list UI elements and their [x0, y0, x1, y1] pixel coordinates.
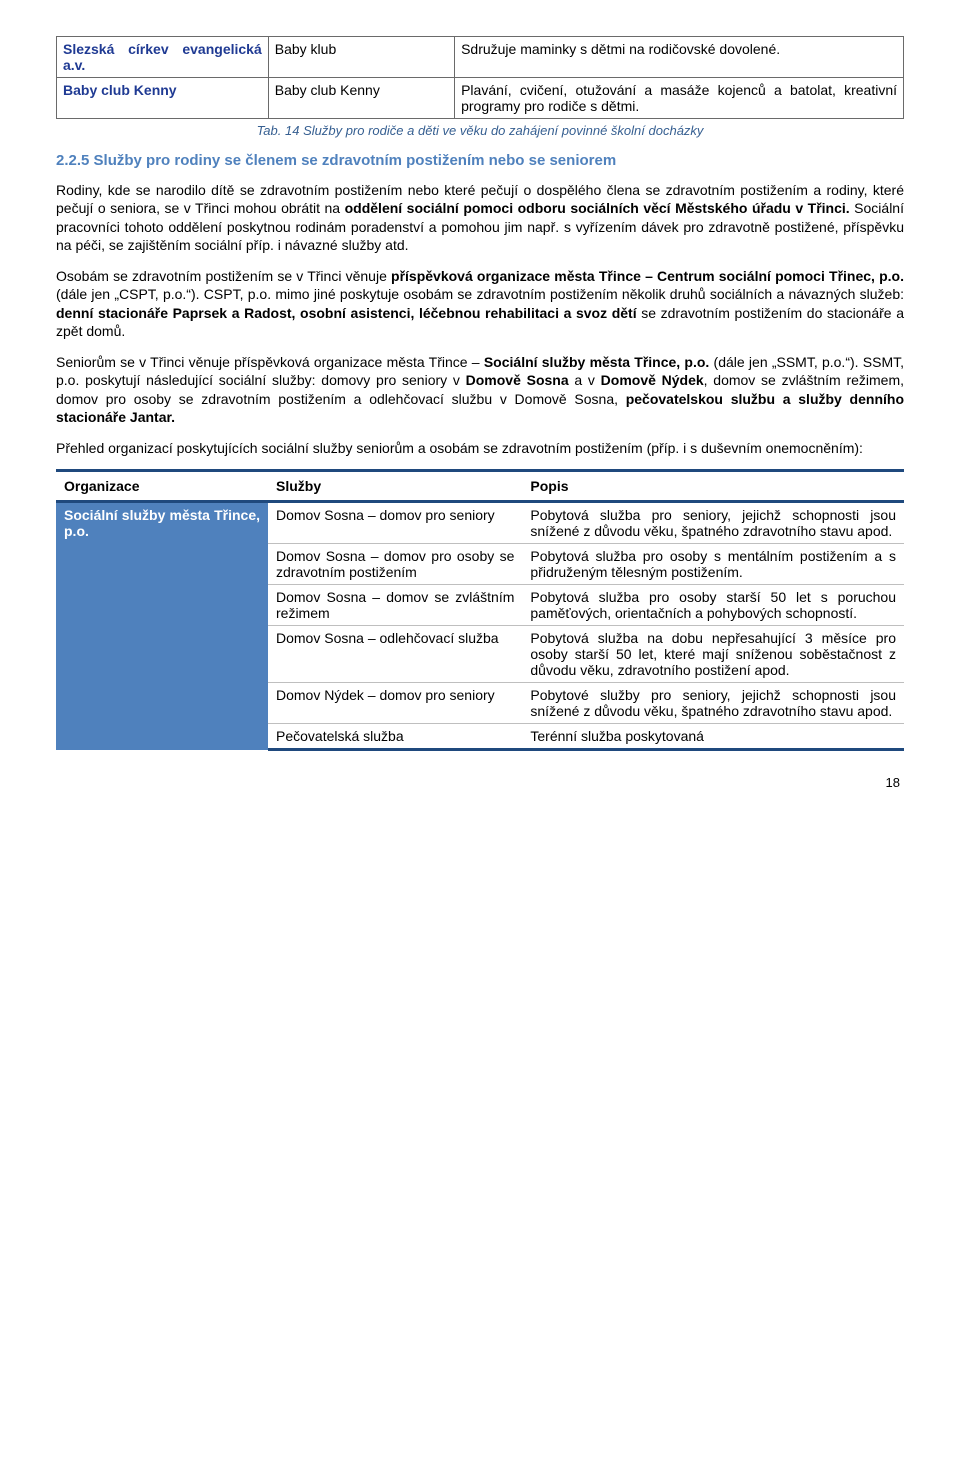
desc-cell: Pobytová služba na dobu nepřesahující 3 … — [522, 626, 904, 683]
service-cell: Domov Sosna – domov pro osoby se zdravot… — [268, 544, 522, 585]
service-cell: Domov Nýdek – domov pro seniory — [268, 683, 522, 724]
paragraph-2: Osobám se zdravotním postižením se v Tři… — [56, 267, 904, 341]
desc-cell: Sdružuje maminky s dětmi na rodičovské d… — [455, 37, 904, 78]
desc-cell: Plavání, cvičení, otužování a masáže koj… — [455, 78, 904, 119]
service-cell: Pečovatelská služba — [268, 724, 522, 750]
organizations-table: Organizace Služby Popis Sociální služby … — [56, 469, 904, 751]
bold-text: Domově Nýdek — [601, 372, 704, 388]
section-heading: 2.2.5 Služby pro rodiny se členem se zdr… — [56, 152, 904, 169]
bold-text: Sociální služby města Třince, p.o. — [484, 354, 709, 370]
text: (dále jen „CSPT, p.o.“). CSPT, p.o. mimo… — [56, 286, 904, 302]
table-row: Sociální služby města Třince, p.o. Domov… — [56, 502, 904, 544]
org-name-cell: Sociální služby města Třince, p.o. — [56, 502, 268, 750]
text: a v — [569, 372, 601, 388]
table-row: Slezská církev evangelická a.v. Baby klu… — [57, 37, 904, 78]
service-cell: Baby klub — [268, 37, 454, 78]
desc-cell: Pobytové služby pro seniory, jejichž sch… — [522, 683, 904, 724]
service-cell: Domov Sosna – domov se zvláštním režimem — [268, 585, 522, 626]
bold-text: denní stacionáře Paprsek a Radost, osobn… — [56, 305, 637, 321]
bold-text: oddělení sociální pomoci odboru sociální… — [345, 200, 850, 216]
header-popis: Popis — [522, 471, 904, 502]
bold-text: Domově Sosna — [466, 372, 569, 388]
org-cell: Baby club Kenny — [57, 78, 269, 119]
table-caption: Tab. 14 Služby pro rodiče a děti ve věku… — [56, 123, 904, 138]
org-cell: Slezská církev evangelická a.v. — [57, 37, 269, 78]
service-cell: Domov Sosna – odlehčovací služba — [268, 626, 522, 683]
desc-cell: Pobytová služba pro seniory, jejichž sch… — [522, 502, 904, 544]
table-header-row: Organizace Služby Popis — [56, 471, 904, 502]
header-sluzby: Služby — [268, 471, 522, 502]
bold-text: příspěvková organizace města Třince – Ce… — [391, 268, 904, 284]
desc-cell: Pobytová služba pro osoby starší 50 let … — [522, 585, 904, 626]
paragraph-4: Přehled organizací poskytujících sociáln… — [56, 439, 904, 457]
paragraph-1: Rodiny, kde se narodilo dítě se zdravotn… — [56, 181, 904, 255]
desc-cell: Terénní služba poskytovaná — [522, 724, 904, 750]
service-cell: Domov Sosna – domov pro seniory — [268, 502, 522, 544]
service-cell: Baby club Kenny — [268, 78, 454, 119]
services-overview-table: Slezská církev evangelická a.v. Baby klu… — [56, 36, 904, 119]
text: Osobám se zdravotním postižením se v Tři… — [56, 268, 391, 284]
header-organizace: Organizace — [56, 471, 268, 502]
text: Seniorům se v Třinci věnuje příspěvková … — [56, 354, 484, 370]
page-number: 18 — [56, 775, 904, 790]
table-row: Baby club Kenny Baby club Kenny Plavání,… — [57, 78, 904, 119]
page-container: Slezská církev evangelická a.v. Baby klu… — [0, 0, 960, 814]
desc-cell: Pobytová služba pro osoby s mentálním po… — [522, 544, 904, 585]
paragraph-3: Seniorům se v Třinci věnuje příspěvková … — [56, 353, 904, 427]
